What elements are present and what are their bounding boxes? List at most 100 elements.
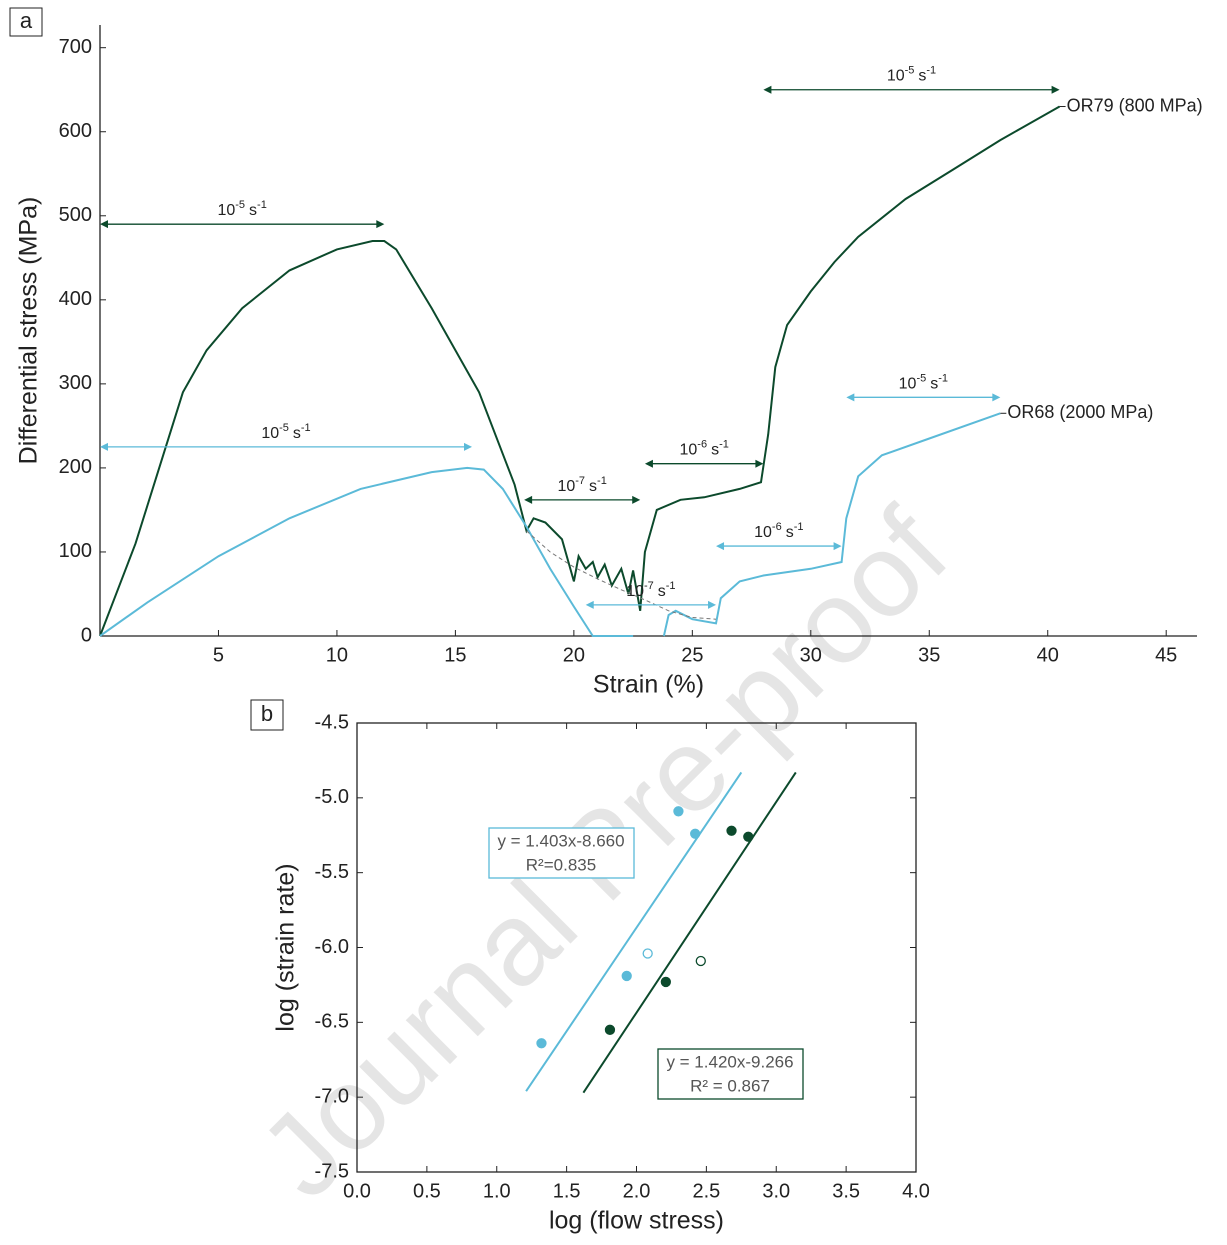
y-tick-label: -7.5 bbox=[315, 1160, 349, 1182]
y-tick-label: 500 bbox=[59, 204, 92, 226]
arrow-head bbox=[992, 393, 1001, 402]
rate-exp: -6 bbox=[697, 439, 707, 451]
fit-line bbox=[525, 771, 743, 1092]
y-tick-label: -7.0 bbox=[315, 1085, 349, 1107]
y-tick-label: -5.0 bbox=[315, 786, 349, 808]
x-tick-label: 40 bbox=[1037, 644, 1059, 666]
y-tick-label: -4.5 bbox=[315, 711, 349, 733]
rate-exp: -5 bbox=[235, 199, 245, 211]
equation-text: y = 1.420x-9.266 bbox=[666, 1052, 793, 1071]
equation-box bbox=[657, 1048, 804, 1100]
arrow-head bbox=[644, 459, 653, 468]
x-tick-label: 0.5 bbox=[413, 1180, 441, 1202]
rate-exp: -6 bbox=[772, 521, 782, 533]
x-tick-label: 3.0 bbox=[762, 1180, 790, 1202]
series-line bbox=[99, 412, 1001, 637]
rate-label: 10-7 s-1 bbox=[557, 475, 606, 495]
y-axis-label: log (strain rate) bbox=[272, 863, 300, 1031]
series-line bbox=[526, 530, 717, 620]
arrow-head bbox=[376, 220, 385, 229]
data-point bbox=[660, 976, 671, 988]
rate-unit-exp: -1 bbox=[938, 372, 948, 384]
x-tick-label: 1.5 bbox=[553, 1180, 581, 1202]
rate-unit: s bbox=[918, 68, 926, 85]
x-axis-label: Strain (%) bbox=[593, 671, 704, 699]
panel-label-box bbox=[9, 7, 43, 37]
y-tick-label: -6.5 bbox=[315, 1011, 349, 1033]
arrow-head bbox=[846, 393, 855, 402]
y-tick-label: 600 bbox=[59, 120, 92, 142]
rate-unit-exp: -1 bbox=[301, 422, 311, 434]
x-tick-label: 20 bbox=[563, 644, 585, 666]
x-tick-label: 1.0 bbox=[483, 1180, 511, 1202]
rate-label: 10-5 s-1 bbox=[887, 65, 936, 85]
rate-base: 10 bbox=[887, 68, 905, 85]
equation-text: R²=0.835 bbox=[526, 855, 596, 874]
rate-unit: s bbox=[786, 524, 794, 541]
arrow-head bbox=[100, 442, 108, 451]
panel-label: b bbox=[261, 701, 273, 726]
rate-unit-exp: -1 bbox=[257, 199, 267, 211]
y-tick-label: -5.5 bbox=[315, 861, 349, 883]
rate-unit: s bbox=[930, 376, 938, 393]
x-tick-label: 35 bbox=[918, 644, 940, 666]
rate-label: 10-5 s-1 bbox=[261, 422, 310, 442]
rate-unit-exp: -1 bbox=[794, 521, 804, 533]
rate-unit: s bbox=[589, 478, 597, 495]
y-tick-label: 300 bbox=[59, 372, 92, 394]
rate-base: 10 bbox=[261, 425, 279, 442]
arrow-head bbox=[632, 495, 641, 504]
x-tick-label: 10 bbox=[326, 644, 348, 666]
panel-label: a bbox=[20, 8, 33, 33]
rate-base: 10 bbox=[217, 202, 235, 219]
data-point bbox=[642, 948, 653, 959]
rate-base: 10 bbox=[754, 524, 772, 541]
y-tick-label: 700 bbox=[59, 36, 92, 58]
arrow-head bbox=[100, 220, 108, 229]
equation-text: R² = 0.867 bbox=[690, 1076, 770, 1095]
x-tick-label: 2.5 bbox=[692, 1180, 720, 1202]
y-tick-label: -6.0 bbox=[315, 936, 349, 958]
x-axis-label: log (flow stress) bbox=[549, 1207, 724, 1235]
rate-exp: -5 bbox=[916, 372, 926, 384]
y-tick-label: 200 bbox=[59, 456, 92, 478]
x-tick-label: 2.0 bbox=[623, 1180, 651, 1202]
rate-base: 10 bbox=[899, 376, 917, 393]
x-tick-label: 5 bbox=[213, 644, 224, 666]
arrow-head bbox=[463, 442, 472, 451]
arrow-head bbox=[524, 495, 533, 504]
rate-unit: s bbox=[249, 202, 257, 219]
rate-label: 10-5 s-1 bbox=[217, 199, 266, 219]
panel-label-box bbox=[250, 699, 284, 731]
rate-base: 10 bbox=[557, 478, 575, 495]
data-point bbox=[673, 806, 684, 817]
data-point bbox=[621, 970, 632, 982]
rate-exp: -7 bbox=[644, 580, 654, 592]
rate-base: 10 bbox=[626, 583, 644, 600]
rate-exp: -5 bbox=[905, 65, 915, 77]
x-tick-label: 3.5 bbox=[832, 1180, 860, 1202]
y-tick-label: 100 bbox=[59, 540, 92, 562]
arrow-head bbox=[708, 600, 717, 609]
rate-label: 10-5 s-1 bbox=[899, 372, 948, 392]
series-label: OR68 (2000 MPa) bbox=[1007, 402, 1153, 422]
y-tick-label: 0 bbox=[81, 624, 92, 646]
fit-line bbox=[582, 771, 797, 1094]
rate-label: 10-7 s-1 bbox=[626, 580, 675, 600]
rate-unit-exp: -1 bbox=[719, 439, 729, 451]
rate-label: 10-6 s-1 bbox=[679, 439, 728, 459]
equation-box bbox=[488, 827, 635, 879]
rate-label: 10-6 s-1 bbox=[754, 521, 803, 541]
rate-unit-exp: -1 bbox=[597, 475, 607, 487]
x-tick-label: 30 bbox=[800, 644, 822, 666]
rate-exp: -5 bbox=[279, 422, 289, 434]
arrow-head bbox=[755, 459, 764, 468]
x-tick-label: 15 bbox=[444, 644, 466, 666]
series-label: OR79 (800 MPa) bbox=[1067, 95, 1203, 115]
rate-unit-exp: -1 bbox=[926, 65, 936, 77]
rate-exp: -7 bbox=[575, 475, 585, 487]
y-axis-label: Differential stress (MPa) bbox=[15, 197, 43, 465]
arrow-head bbox=[1051, 85, 1060, 94]
x-tick-label: 25 bbox=[681, 644, 703, 666]
